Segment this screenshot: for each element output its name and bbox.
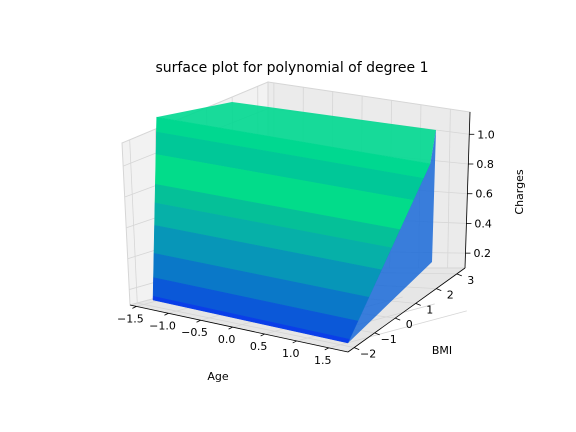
y-tick bbox=[374, 332, 380, 336]
x-tick bbox=[196, 319, 201, 323]
surface-top bbox=[156, 102, 436, 164]
x-tick-label: −1.5 bbox=[117, 312, 144, 325]
y-tick-label: 0 bbox=[406, 318, 413, 331]
x-tick bbox=[324, 347, 329, 351]
z-tick-label: 0.8 bbox=[476, 158, 494, 171]
x-tick-label: −0.5 bbox=[181, 326, 208, 339]
z-tick-label: 0.6 bbox=[475, 188, 493, 201]
y-tick-label: −2 bbox=[360, 348, 376, 361]
x-tick-label: 0.0 bbox=[218, 333, 236, 346]
x-tick bbox=[164, 312, 169, 316]
x-tick bbox=[132, 306, 137, 309]
x-grid-line-back bbox=[447, 109, 451, 269]
surface-side bbox=[348, 130, 436, 343]
y-tick bbox=[415, 302, 421, 306]
z-axis-label: Charges bbox=[513, 169, 526, 214]
x-axis-line bbox=[129, 304, 349, 353]
y-tick-label: 2 bbox=[447, 289, 454, 302]
x-grid-line bbox=[328, 310, 467, 349]
y-grid-line bbox=[137, 302, 355, 348]
x-tick-label: 1.5 bbox=[314, 354, 332, 367]
y-tick bbox=[354, 347, 360, 350]
y-tick-label: −1 bbox=[381, 333, 397, 346]
x-axis: −1.5 −1.0 −0.5 0.0 0.5 1.0 1.5 bbox=[117, 304, 349, 367]
y-tick bbox=[436, 288, 442, 292]
chart-title: surface plot for polynomial of degree 1 bbox=[155, 60, 428, 76]
y-axis: −2 −1 01 23 bbox=[347, 267, 474, 361]
surface bbox=[152, 102, 436, 344]
z-tick-label: 0.4 bbox=[474, 217, 492, 230]
x-tick bbox=[228, 326, 233, 330]
y-tick bbox=[395, 317, 401, 321]
x-tick bbox=[292, 340, 297, 344]
y-axis-label: BMI bbox=[432, 344, 452, 357]
x-tick-label: −1.0 bbox=[149, 319, 176, 332]
z-tick-label: 1.0 bbox=[477, 128, 495, 141]
y-axis-line bbox=[347, 267, 466, 353]
y-grid-line-wall bbox=[129, 139, 138, 304]
y-tick bbox=[456, 273, 462, 277]
x-tick bbox=[260, 333, 265, 337]
x-axis-label: Age bbox=[207, 370, 229, 383]
y-tick-label: 1 bbox=[426, 303, 433, 316]
z-axis: 0.2 0.4 0.6 0.8 1.0 bbox=[464, 111, 495, 269]
y-tick-label: 3 bbox=[467, 274, 474, 287]
x-tick-label: 0.5 bbox=[250, 340, 268, 353]
x-tick-label: 1.0 bbox=[282, 347, 300, 360]
z-axis-line bbox=[464, 111, 471, 269]
z-tick-label: 0.2 bbox=[473, 247, 491, 260]
